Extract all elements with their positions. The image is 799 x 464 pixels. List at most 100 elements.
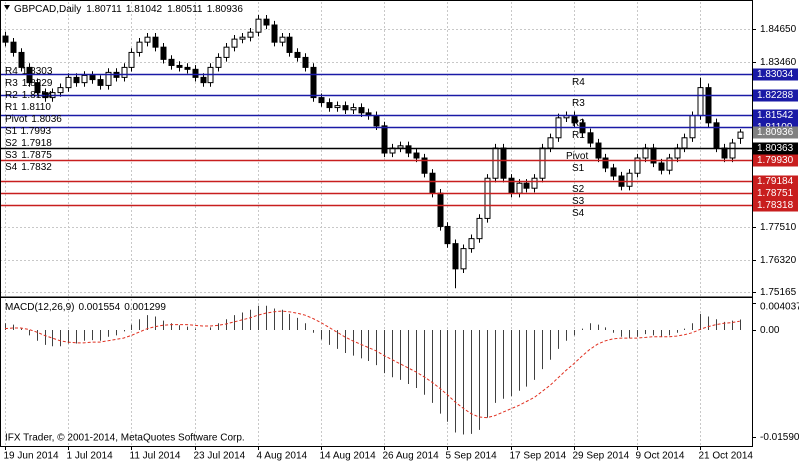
y-tick-label: 0.00 (760, 325, 780, 336)
candle-body (610, 167, 617, 177)
x-tick-label: 14 Aug 2014 (320, 451, 377, 462)
chart-header: GBPCAD,Daily 1.80711 1.81042 1.80511 1.80936 (14, 4, 243, 15)
candle-body (121, 66, 128, 78)
price-box (753, 89, 798, 102)
candle-body (144, 36, 151, 43)
level-legend-name: Pivot (5, 114, 27, 125)
candle-body (10, 41, 17, 53)
level-legend: S3 1.7875 (5, 150, 52, 161)
candle-body (452, 243, 459, 270)
x-tick-label: 29 Sep 2014 (573, 451, 630, 462)
y-tick-label: 1.77510 (760, 222, 797, 233)
candle-body (397, 145, 404, 149)
x-tick-label: 23 Jul 2014 (194, 451, 246, 462)
candle-body (642, 147, 649, 159)
level-legend: R4 1.8303 (5, 66, 53, 77)
y-tick-label: 1.84650 (760, 24, 797, 35)
price-box-label: 1.82288 (757, 90, 794, 101)
level-legend-value: 1.8036 (31, 114, 62, 125)
candle-body (302, 56, 309, 68)
macd-signal (4, 310, 740, 419)
price-box-label: 1.78318 (757, 200, 794, 211)
candle-body (531, 177, 538, 189)
level-legend: R2 1.8154 (5, 90, 53, 101)
candle-body (705, 87, 712, 124)
candle-body (405, 145, 412, 154)
candle-body (97, 79, 104, 86)
candle-body (34, 82, 41, 94)
candle-body (89, 74, 96, 81)
candle-body (318, 97, 325, 104)
x-tick-label: 21 Oct 2014 (699, 451, 754, 462)
pivot-level-name: S1 (572, 163, 585, 174)
price-box (753, 199, 798, 212)
macd-title: MACD(12,26,9) 0.001554 0.001299 (5, 302, 166, 313)
candle-body (508, 177, 515, 194)
footer: IFX Trader, © 2001-2014, MetaQuotes Soft… (5, 433, 245, 444)
candle-body (713, 122, 720, 149)
pivot-level-name: S2 (572, 184, 585, 195)
macd-signal-value: 0.001299 (124, 302, 166, 313)
candle-body (626, 172, 633, 187)
candle-body (65, 76, 72, 89)
x-tick-label: 11 Jul 2014 (130, 451, 181, 462)
price-box (753, 154, 798, 167)
candle-body (658, 162, 665, 171)
pivot-level-name: R3 (572, 98, 585, 109)
pivot-level-name: S4 (572, 208, 585, 219)
x-tick-label: 1 Jul 2014 (67, 451, 114, 462)
chart-title: GBPCAD,Daily (14, 4, 81, 15)
candle-body (729, 142, 736, 159)
x-tick-label: 17 Sep 2014 (510, 451, 567, 462)
level-legend-name: S4 (5, 162, 18, 173)
level-legend-value: 1.7832 (21, 162, 52, 173)
candle-body (128, 51, 135, 68)
level-legend-value: 1.8229 (22, 78, 53, 89)
price-box-label: 1.79930 (757, 155, 794, 166)
header-low: 1.80511 (167, 4, 203, 15)
candle-body (492, 147, 499, 179)
x-tick-label: 5 Sep 2014 (446, 451, 498, 462)
level-legend: S1 1.7993 (5, 126, 52, 137)
candle-body (523, 182, 530, 189)
y-tick-label: 1.76320 (760, 255, 797, 266)
level-legend-name: R2 (5, 90, 18, 101)
price-box (753, 109, 798, 122)
candle-body (413, 152, 420, 159)
candle-body (152, 36, 159, 48)
last-price-label: 1.80936 (757, 127, 794, 138)
x-tick-label: 26 Aug 2014 (383, 451, 440, 462)
candle-body (294, 51, 301, 58)
candle-body (444, 225, 451, 245)
candle-body (81, 74, 88, 84)
level-legend-name: S3 (5, 150, 18, 161)
candle-body (168, 58, 175, 66)
price-box (753, 187, 798, 200)
candle-body (358, 107, 365, 114)
level-legend-name: S2 (5, 138, 18, 149)
price-box-label: 1.80363 (757, 143, 794, 154)
level-legend-name: R4 (5, 66, 18, 77)
candle-body (334, 105, 341, 109)
level-legend-value: 1.8154 (22, 90, 53, 101)
candle-body (184, 66, 191, 70)
candle-body (350, 107, 357, 111)
candle-body (200, 76, 207, 84)
candle-body (595, 142, 602, 159)
candle-body (192, 68, 199, 78)
candle-body (381, 125, 388, 154)
x-tick-label: 19 Jun 2014 (4, 451, 59, 462)
level-legend: S2 1.7918 (5, 138, 52, 149)
candle-body (468, 238, 475, 250)
level-legend-name: R1 (5, 102, 18, 113)
price-box-label: 1.83034 (757, 69, 794, 80)
candle-body (223, 46, 230, 58)
price-box (753, 68, 798, 81)
pivot-level-name: R2 (572, 118, 585, 129)
last-price-box (753, 126, 798, 139)
candle-body (516, 182, 523, 194)
candle-body (136, 41, 143, 53)
candle-body (326, 102, 333, 109)
candle-body (239, 36, 246, 40)
